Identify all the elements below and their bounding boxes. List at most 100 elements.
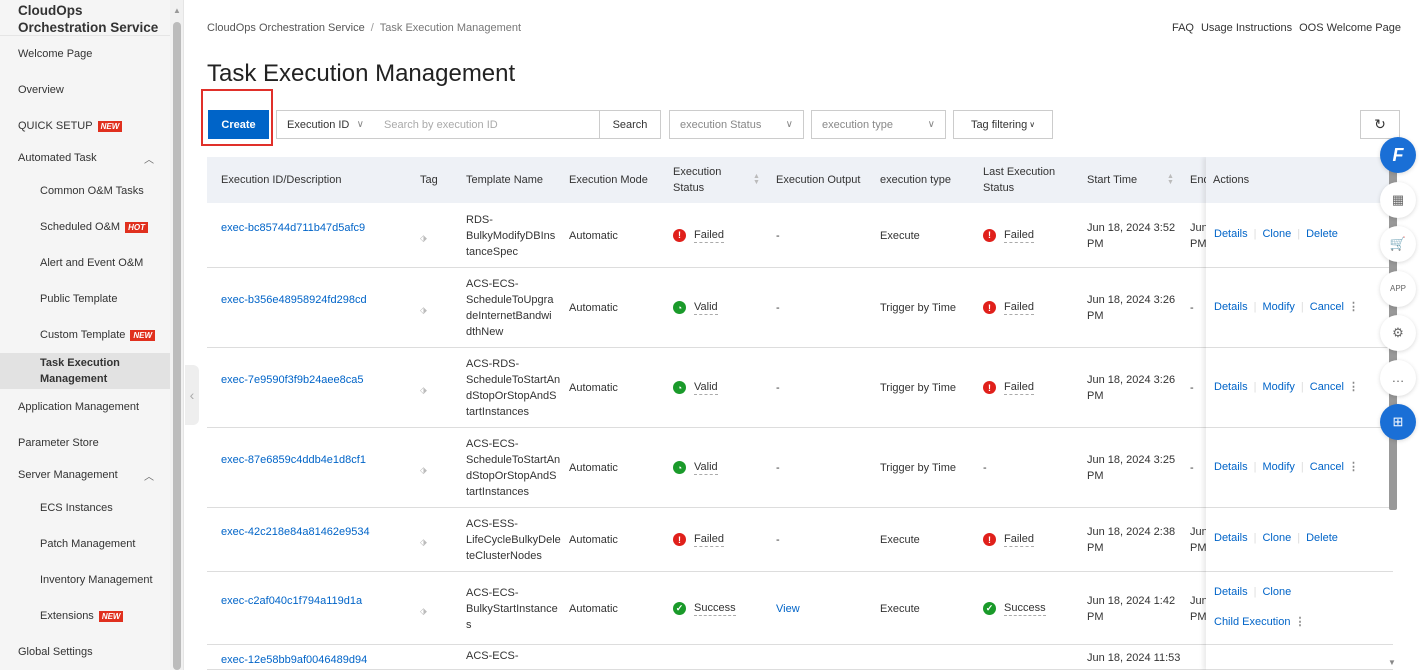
sidebar-item[interactable]: Public Template — [0, 281, 170, 317]
cart-button[interactable]: 🛒 — [1380, 226, 1416, 262]
more-icon[interactable]: ⋮ — [1294, 616, 1306, 628]
scroll-down-icon[interactable]: ▼ — [1388, 658, 1396, 667]
cancel-action[interactable]: Cancel — [1309, 300, 1344, 313]
execution-type-select[interactable]: execution type ∨ — [811, 110, 946, 139]
search-button[interactable]: Search — [599, 110, 661, 139]
execution-id-link[interactable]: exec-42c218e84a81462e9534 — [221, 526, 370, 538]
sidebar-item[interactable]: Parameter Store — [0, 425, 170, 461]
sidebar-item[interactable]: Task Execution Management — [0, 353, 170, 389]
refresh-button[interactable]: ↻ — [1360, 110, 1400, 139]
sidebar-item[interactable]: Extensions NEW — [0, 598, 170, 634]
faq-link[interactable]: FAQ — [1171, 22, 1194, 34]
gear-button[interactable]: ⚙ — [1380, 315, 1416, 351]
more-icon[interactable]: ⋮ — [1348, 381, 1359, 393]
execution-id-link[interactable]: exec-12e58bb9af0046489d94 — [221, 654, 368, 666]
sidebar-item[interactable]: Global Settings — [0, 634, 170, 670]
execution-id-link[interactable]: exec-bc85744d711b47d5afc9 — [221, 221, 366, 234]
tag-icon[interactable]: ⬗ — [420, 232, 427, 243]
sidebar-item[interactable]: Scheduled O&M HOT — [0, 209, 170, 245]
sidebar-item[interactable]: Automated Task ︿ — [0, 140, 170, 176]
clone-action[interactable]: Clone — [1262, 227, 1292, 240]
clone-action[interactable]: Clone — [1262, 532, 1292, 544]
sidebar-item[interactable]: Common O&M Tasks — [0, 173, 170, 209]
end-time-line: Jun — [1190, 221, 1208, 234]
create-button[interactable]: Create — [208, 110, 269, 139]
search-field-select[interactable]: Execution ID ∨ — [276, 110, 375, 139]
sort-icon[interactable]: ▲ ▼ — [753, 173, 760, 186]
sidebar-item[interactable]: QUICK SETUP NEW — [0, 108, 170, 144]
details-action[interactable]: Details — [1214, 586, 1248, 598]
chat-button[interactable]: … — [1380, 359, 1416, 396]
sidebar-item[interactable]: Overview — [0, 72, 170, 108]
sidebar-item[interactable]: Server Management ︿ — [0, 457, 170, 493]
app-button[interactable]: APP — [1380, 270, 1416, 307]
execution-type: Trigger by Time — [880, 462, 957, 474]
execution-id-link[interactable]: exec-7e9590f3f9b24aee8ca5 — [221, 374, 364, 386]
status-label[interactable]: Success — [1004, 601, 1046, 616]
execution-mode: Automatic — [569, 229, 618, 242]
tag-filter-button[interactable]: Tag filtering ∨ — [953, 110, 1053, 139]
usage-instructions-link[interactable]: Usage Instructions — [1200, 22, 1293, 34]
more-icon[interactable]: ⋮ — [1348, 301, 1359, 313]
cancel-action[interactable]: Cancel — [1309, 460, 1344, 473]
details-action[interactable]: Details — [1214, 532, 1248, 544]
status-label[interactable]: Failed — [1004, 301, 1034, 315]
sidebar-item[interactable]: Alert and Event O&M — [0, 245, 170, 281]
template-name-line: tanceSpec — [466, 245, 518, 258]
details-action[interactable]: Details — [1214, 380, 1248, 393]
status-label[interactable]: Failed — [1004, 228, 1034, 243]
chevron-up-icon[interactable]: ︿ — [144, 471, 154, 483]
status-label[interactable]: Failed — [694, 533, 724, 547]
status-label[interactable]: Failed — [1004, 381, 1034, 395]
cancel-action[interactable]: Cancel — [1309, 380, 1344, 393]
search-input[interactable]: Search by execution ID — [374, 110, 600, 139]
modify-action[interactable]: Modify — [1262, 300, 1295, 313]
status-label[interactable]: Valid — [694, 381, 718, 395]
sidebar-item[interactable]: Inventory Management — [0, 562, 170, 598]
status-label[interactable]: Valid — [694, 301, 718, 315]
breadcrumb-root[interactable]: CloudOps Orchestration Service — [207, 22, 365, 34]
sidebar-item[interactable]: Welcome Page — [0, 36, 170, 72]
sidebar-item[interactable]: ECS Instances — [0, 490, 170, 526]
sidebar-item[interactable]: Custom Template NEW — [0, 317, 170, 353]
column-header[interactable]: Start Time — [1087, 174, 1138, 186]
actions-group: Details | Clone | Delete — [1214, 228, 1338, 240]
details-action[interactable]: Details — [1214, 460, 1248, 473]
delete-action[interactable]: Delete — [1306, 227, 1338, 240]
execution-id-link[interactable]: exec-c2af040c1f794a119d1a — [221, 594, 363, 607]
status-label[interactable]: Valid — [694, 461, 718, 475]
collapse-sidebar-handle[interactable]: ‹ — [185, 365, 199, 425]
sidebar-scrollbar[interactable]: ▲ — [170, 0, 184, 670]
delete-action[interactable]: Delete — [1306, 532, 1338, 544]
apps-grid-button[interactable]: ⊞ — [1380, 404, 1416, 440]
tag-icon[interactable]: ⬗ — [420, 385, 427, 395]
qr-code-button[interactable]: ▦ — [1380, 181, 1416, 218]
chevron-up-icon[interactable]: ︿ — [144, 154, 154, 166]
sidebar-item[interactable]: Patch Management — [0, 526, 170, 562]
sidebar-item[interactable]: Application Management — [0, 389, 170, 425]
clone-action[interactable]: Clone — [1262, 586, 1292, 598]
modify-action[interactable]: Modify — [1262, 380, 1295, 393]
tag-icon[interactable]: ⬗ — [420, 605, 427, 616]
f-logo-button[interactable]: F — [1380, 137, 1416, 173]
execution-id-link[interactable]: exec-b356e48958924fd298cd — [221, 294, 367, 306]
tag-icon[interactable]: ⬗ — [420, 537, 427, 547]
tag-icon[interactable]: ⬗ — [420, 305, 427, 315]
execution-output[interactable]: View — [776, 602, 800, 615]
details-action[interactable]: Details — [1214, 300, 1248, 313]
scroll-up-icon[interactable]: ▲ — [173, 6, 181, 15]
modify-action[interactable]: Modify — [1262, 460, 1295, 473]
more-icon[interactable]: ⋮ — [1348, 461, 1359, 473]
child-execution-action[interactable]: Child Execution — [1214, 615, 1291, 628]
execution-status-select[interactable]: execution Status ∨ — [669, 110, 804, 139]
status-label[interactable]: Failed — [694, 228, 724, 243]
sort-icon[interactable]: ▲ ▼ — [1167, 173, 1174, 186]
status-label[interactable]: Success — [694, 601, 736, 616]
tag-icon[interactable]: ⬗ — [420, 465, 427, 475]
column-header[interactable]: Execution Status — [673, 166, 722, 194]
oos-welcome-link[interactable]: OOS Welcome Page — [1299, 22, 1401, 34]
scrollbar-thumb[interactable] — [173, 22, 181, 670]
details-action[interactable]: Details — [1214, 227, 1248, 240]
status-label[interactable]: Failed — [1004, 533, 1034, 547]
execution-id-link[interactable]: exec-87e6859c4ddb4e1d8cf1 — [221, 454, 366, 466]
